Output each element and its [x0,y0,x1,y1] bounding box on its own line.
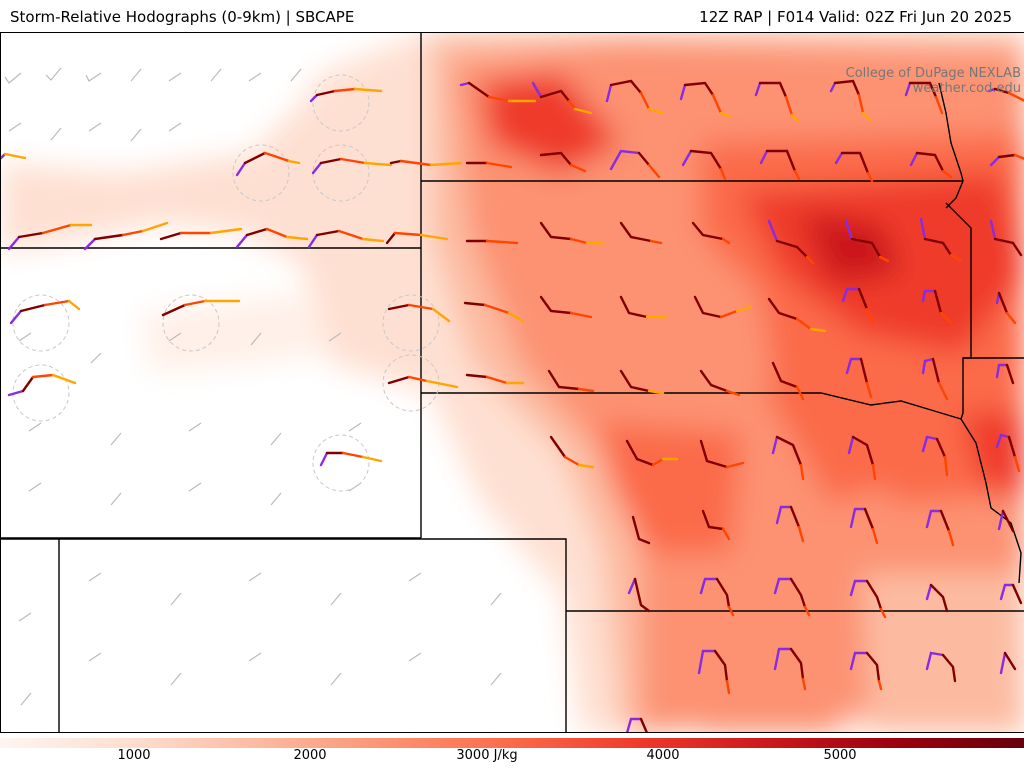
hodo-row-8 [627,577,1023,619]
hodo-row-1 [309,79,1024,123]
wind-barbs [4,67,502,706]
header: Storm-Relative Hodographs (0-9km) | SBCA… [0,0,1024,32]
hodo-row-4 [9,287,1017,333]
hodo-row-3 [7,217,1023,265]
state-borders [1,33,1024,732]
credit-url: weather.cod.edu [912,81,1021,96]
hodo-row-9 [626,647,1017,732]
colorbar-label-2000: 2000 [293,748,327,763]
colorbar-label-3000: 3000 J/kg [456,748,518,763]
credit: College of DuPage NEXLAB weather.cod.edu [846,66,1021,96]
colorbar-label-4000: 4000 [646,748,680,763]
colorbar-label-1000: 1000 [117,748,151,763]
hodo-row-6 [319,433,1021,481]
hodographs [1,79,1024,732]
colorbar-gradient [0,738,1024,748]
cape-colorbar [0,732,1024,748]
colorbar-label-5000: 5000 [823,748,857,763]
run-info: 12Z RAP | F014 Valid: 02Z Fri Jun 20 202… [699,8,1012,26]
hodo-row-2 [1,149,1024,183]
hodo-row-7 [631,505,1015,547]
range-rings [12,74,440,492]
credit-org: College of DuPage NEXLAB [845,66,1021,81]
map-panel: College of DuPage NEXLAB weather.cod.edu [0,32,1024,732]
hodo-row-5 [7,357,1015,401]
map-title: Storm-Relative Hodographs (0-9km) | SBCA… [10,8,355,26]
map-svg [1,33,1024,732]
colorbar-labels: 1000 2000 3000 J/kg 4000 5000 [0,748,1024,768]
